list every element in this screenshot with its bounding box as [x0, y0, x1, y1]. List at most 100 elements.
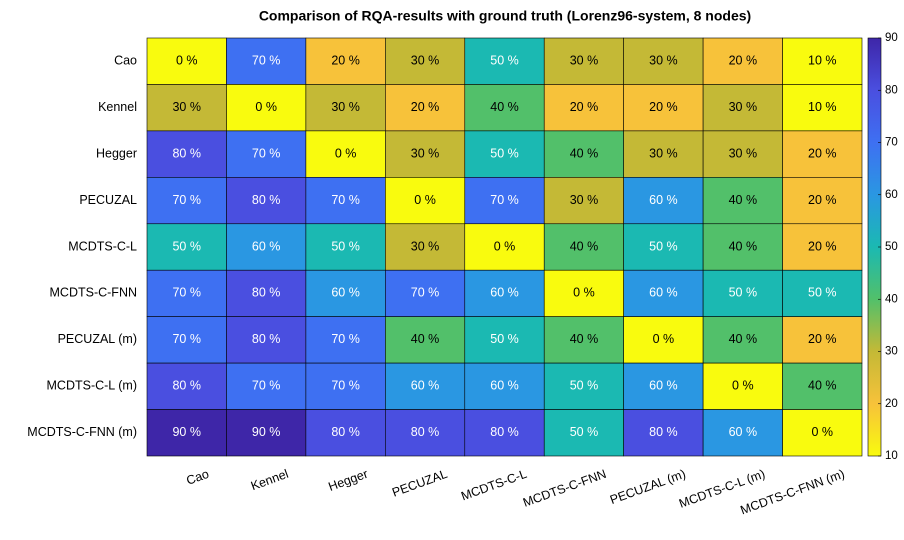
cell [146, 316, 227, 364]
cell-label: 80 % [252, 193, 281, 207]
cell [146, 409, 227, 457]
cell [782, 177, 863, 225]
cell [464, 362, 545, 410]
cell [543, 362, 624, 410]
cell [702, 269, 783, 317]
cell-label: 0 % [653, 332, 675, 346]
colorbar-tick-label: 40 [885, 293, 898, 305]
cell [146, 269, 227, 317]
colorbar-tick-label: 70 [885, 137, 898, 149]
x-tick-label: PECUZAL (m) [608, 467, 687, 507]
x-tick-label: Cao [185, 467, 211, 488]
cell [464, 269, 545, 317]
cell-label: 60 % [649, 193, 678, 207]
cell-label: 30 % [172, 100, 201, 114]
cell-label: 40 % [570, 146, 599, 160]
cell-label: 50 % [490, 332, 519, 346]
cell [146, 84, 227, 132]
cell-label: 60 % [411, 379, 440, 393]
cell-label: 20 % [808, 193, 837, 207]
cell [702, 177, 783, 225]
cell-label: 20 % [649, 100, 678, 114]
x-tick-label: PECUZAL [390, 467, 449, 500]
cell-label: 20 % [570, 100, 599, 114]
cell-label: 70 % [252, 146, 281, 160]
cell-label: 70 % [252, 379, 281, 393]
y-tick-label: MCDTS-C-FNN (m) [27, 425, 137, 439]
cell [305, 84, 386, 132]
cell [623, 316, 704, 364]
colorbar-tick-label: 90 [885, 32, 898, 44]
cell-label: 30 % [570, 193, 599, 207]
y-tick-label: Kennel [98, 100, 137, 114]
colorbar-tick-label: 20 [885, 398, 898, 410]
cell-label: 20 % [808, 332, 837, 346]
cell-label: 70 % [172, 286, 201, 300]
cell-label: 90 % [252, 425, 281, 439]
cell-label: 60 % [252, 239, 281, 253]
cell [226, 223, 307, 271]
cell [782, 130, 863, 178]
cell [305, 362, 386, 410]
cell [385, 362, 466, 410]
cell-label: 20 % [808, 239, 837, 253]
cell-label: 80 % [331, 425, 360, 439]
cell-label: 60 % [490, 379, 519, 393]
cell [623, 409, 704, 457]
cell-label: 40 % [729, 332, 758, 346]
cell [305, 409, 386, 457]
colorbar-tick-label: 10 [885, 450, 898, 462]
cell-label: 70 % [172, 193, 201, 207]
cell [226, 316, 307, 364]
cell-label: 30 % [411, 239, 440, 253]
cell-label: 60 % [490, 286, 519, 300]
cell-label: 10 % [808, 100, 837, 114]
cell-label: 70 % [252, 54, 281, 68]
cell-label: 70 % [411, 286, 440, 300]
cell [305, 316, 386, 364]
cell [226, 269, 307, 317]
cell [543, 269, 624, 317]
cell-label: 0 % [255, 100, 277, 114]
cell [385, 409, 466, 457]
cell-label: 40 % [570, 239, 599, 253]
cell-label: 0 % [414, 193, 436, 207]
cell [385, 177, 466, 225]
cell [305, 269, 386, 317]
cell-label: 0 % [812, 425, 834, 439]
cell-label: 30 % [649, 146, 678, 160]
cell [464, 316, 545, 364]
cell-label: 0 % [732, 379, 754, 393]
cell-label: 30 % [331, 100, 360, 114]
y-tick-label: MCDTS-C-L [68, 239, 137, 253]
cell-label: 50 % [490, 54, 519, 68]
cell [305, 223, 386, 271]
cell [623, 223, 704, 271]
cell-label: 30 % [729, 100, 758, 114]
cell-label: 40 % [729, 239, 758, 253]
cell-label: 40 % [729, 193, 758, 207]
y-tick-label: MCDTS-C-L (m) [47, 379, 138, 393]
cell [543, 223, 624, 271]
cell-label: 0 % [335, 146, 357, 160]
cell [226, 37, 307, 85]
cell-label: 40 % [570, 332, 599, 346]
cell [464, 84, 545, 132]
cell [146, 362, 227, 410]
cell-label: 50 % [570, 425, 599, 439]
cell [305, 130, 386, 178]
cell-label: 80 % [490, 425, 519, 439]
cell-label: 80 % [172, 146, 201, 160]
x-tick-label: Hegger [326, 467, 369, 494]
cell-label: 50 % [649, 239, 678, 253]
colorbar-tick-label: 80 [885, 84, 898, 96]
y-tick-label: Hegger [96, 146, 137, 160]
cell-label: 30 % [411, 54, 440, 68]
cell [543, 37, 624, 85]
cell [464, 409, 545, 457]
cell [385, 223, 466, 271]
cell [146, 177, 227, 225]
cell [623, 84, 704, 132]
y-tick-label: Cao [114, 54, 137, 68]
cell-label: 70 % [331, 332, 360, 346]
